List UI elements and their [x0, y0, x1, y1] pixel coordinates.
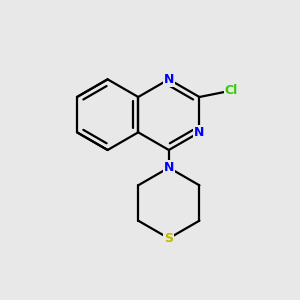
Text: N: N [164, 161, 174, 174]
Text: Cl: Cl [225, 84, 238, 97]
Text: N: N [164, 73, 174, 86]
Text: S: S [164, 232, 173, 245]
Text: N: N [194, 126, 205, 139]
